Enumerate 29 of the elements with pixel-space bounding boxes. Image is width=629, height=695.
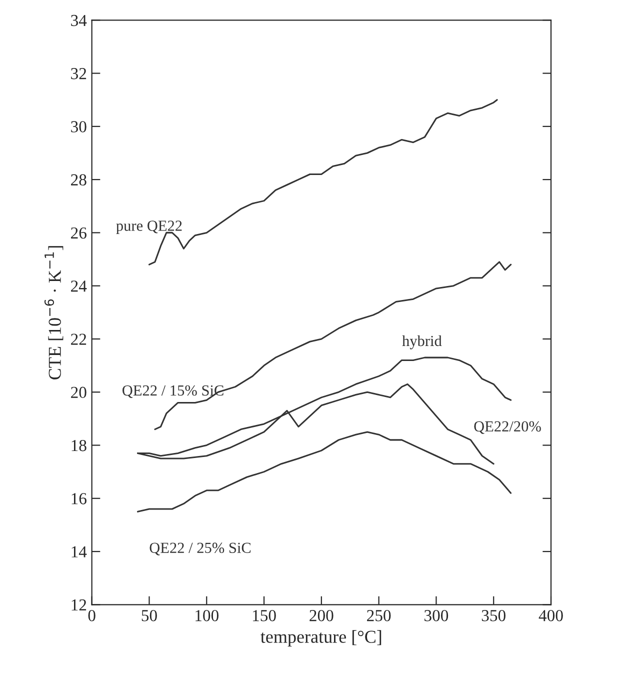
y-tick-label: 26 [71, 227, 86, 239]
x-tick-label: 50 [142, 610, 157, 622]
x-tick-label: 200 [310, 610, 334, 622]
y-tick-label: 24 [71, 280, 87, 292]
y-tick-label: 12 [72, 599, 86, 610]
x-tick-label: 350 [482, 610, 506, 622]
x-tick-label: 100 [196, 610, 218, 622]
series-label: pure QE22 [116, 220, 182, 234]
y-tick-label: 30 [71, 121, 86, 132]
text: QE22 / 25% SiC [150, 542, 251, 556]
y-axis-title: CTE [10$^{−6}$ · K$^{−1}$] [44, 246, 64, 380]
x-tick-label: 150 [252, 610, 276, 622]
y-tick-label: 32 [71, 68, 86, 80]
x-tick-label: 300 [424, 610, 448, 622]
line-series [148, 99, 498, 266]
x-tick-label: 250 [367, 610, 391, 622]
y-tick-label: 22 [71, 334, 86, 345]
y-tick-label: 14 [72, 546, 87, 558]
y-tick-label: 20 [71, 386, 86, 398]
x-tick-label: 0 [88, 610, 96, 622]
series-label: hybrid [402, 335, 442, 350]
x-axis-title: temperature [°C] [260, 630, 382, 647]
x-tick-label: 400 [538, 610, 563, 622]
series-label: QE22/20% [474, 421, 541, 434]
y-tick-label: 28 [71, 174, 86, 186]
series-label: QE22 / 15% SiC [122, 385, 224, 398]
y-tick-label: 16 [72, 493, 86, 504]
y-tick-label: 34 [71, 14, 87, 26]
y-tick-label: 18 [72, 440, 86, 452]
